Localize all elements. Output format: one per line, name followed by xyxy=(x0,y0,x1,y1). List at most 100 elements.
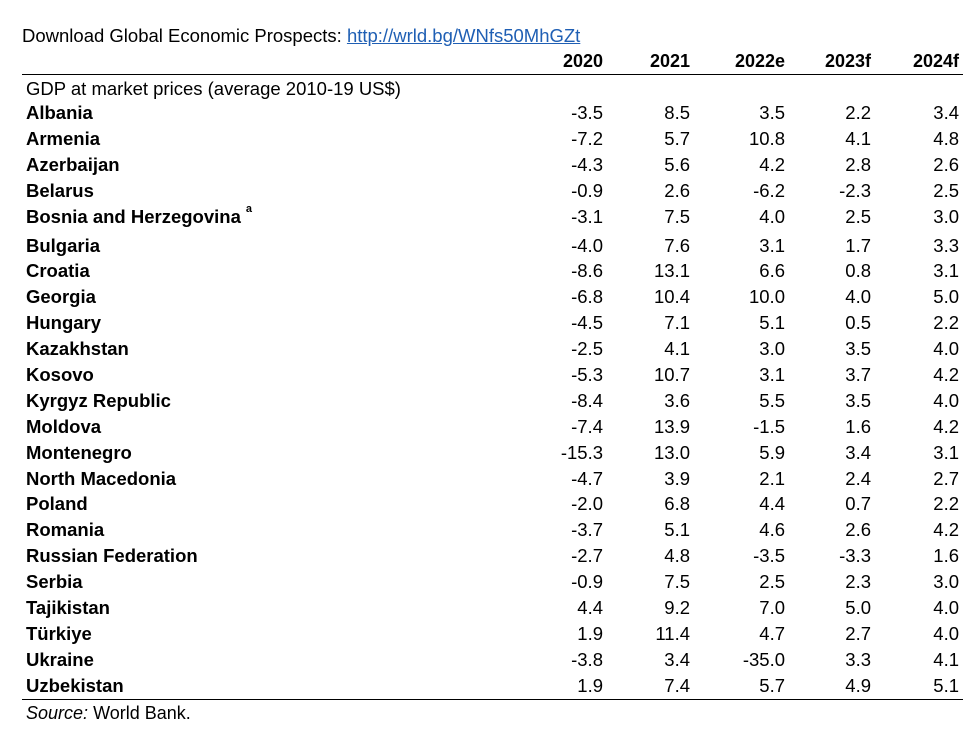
country-name: Poland xyxy=(26,493,88,515)
value-cell-2020: -0.9 xyxy=(571,179,603,201)
value-cell-2024f: 2.2 xyxy=(933,312,959,334)
value-cell-2021: 6.8 xyxy=(664,493,690,515)
year-header-2020: 2020 xyxy=(562,51,603,71)
country-name: Romania xyxy=(26,519,104,541)
country-name: Moldova xyxy=(26,416,101,438)
value-cell-2021: 5.6 xyxy=(664,153,690,175)
country-label: Uzbekistan xyxy=(26,674,124,696)
table-row: Poland -2.0 6.8 4.4 0.7 2.2 xyxy=(22,493,963,519)
value-cell-2021: 2.6 xyxy=(664,179,690,201)
value-cell-2020: -5.3 xyxy=(571,364,603,386)
country-label: Armenia xyxy=(26,127,101,149)
table-row: Azerbaijan -4.3 5.6 4.2 2.8 2.6 xyxy=(22,154,963,180)
value-cell-2020: -3.5 xyxy=(571,102,603,123)
country-label: Ukraine xyxy=(26,648,94,670)
country-label: Georgia xyxy=(26,286,96,308)
value-cell-2020: -15.3 xyxy=(560,441,603,463)
country-name: Türkiye xyxy=(26,623,92,645)
value-cell-2021: 4.8 xyxy=(664,545,690,567)
value-cell-2022e: 2.5 xyxy=(759,571,785,593)
year-header-2022e: 2022e xyxy=(734,51,785,71)
value-cell-2022e: 4.0 xyxy=(759,205,785,227)
value-cell-2023f: -2.3 xyxy=(839,179,871,201)
value-cell-2021: 3.4 xyxy=(664,648,690,670)
value-cell-2021: 7.5 xyxy=(664,571,690,593)
year-header-row: 2020 2021 2022e 2023f 2024f xyxy=(22,51,963,73)
value-cell-2023f: 4.9 xyxy=(845,674,871,696)
value-cell-2023f: 3.4 xyxy=(845,441,871,463)
value-cell-2020: -8.4 xyxy=(571,389,603,411)
table-row: Tajikistan 4.4 9.2 7.0 5.0 4.0 xyxy=(22,597,963,623)
value-cell-2022e: 3.1 xyxy=(759,234,785,256)
year-header-2023f: 2023f xyxy=(824,51,871,71)
country-name: Armenia xyxy=(26,128,100,150)
value-cell-2022e: 5.5 xyxy=(759,389,785,411)
table-row: Kazakhstan -2.5 4.1 3.0 3.5 4.0 xyxy=(22,338,963,364)
value-cell-2021: 3.6 xyxy=(664,389,690,411)
value-cell-2022e: 5.7 xyxy=(759,674,785,696)
value-cell-2024f: 5.0 xyxy=(933,286,959,308)
value-cell-2024f: 3.1 xyxy=(933,260,959,282)
value-cell-2021: 3.9 xyxy=(664,467,690,489)
value-cell-2020: -4.0 xyxy=(571,234,603,256)
value-cell-2022e: -1.5 xyxy=(753,415,785,437)
table-row: Serbia -0.9 7.5 2.5 2.3 3.0 xyxy=(22,571,963,597)
value-cell-2023f: 2.3 xyxy=(845,571,871,593)
table-row: Albania -3.5 8.5 3.5 2.2 3.4 xyxy=(22,102,963,128)
value-cell-2023f: 2.7 xyxy=(845,622,871,644)
download-link[interactable]: http://wrld.bg/WNfs50MhGZt xyxy=(346,25,581,46)
value-cell-2024f: 3.4 xyxy=(933,102,959,123)
value-cell-2023f: 3.3 xyxy=(845,648,871,670)
country-label: Bulgaria xyxy=(26,234,101,256)
country-name: Tajikistan xyxy=(26,597,110,619)
value-cell-2024f: 4.2 xyxy=(933,364,959,386)
value-cell-2024f: 3.0 xyxy=(933,571,959,593)
value-cell-2022e: -3.5 xyxy=(753,545,785,567)
value-cell-2023f: 2.2 xyxy=(845,102,871,123)
table-row: Russian Federation -2.7 4.8 -3.5 -3.3 1.6 xyxy=(22,545,963,571)
value-cell-2022e: 3.1 xyxy=(759,364,785,386)
table-row: Hungary -4.5 7.1 5.1 0.5 2.2 xyxy=(22,312,963,338)
footnote-marker: a xyxy=(245,203,252,216)
value-cell-2024f: 4.0 xyxy=(933,338,959,360)
value-cell-2022e: 6.6 xyxy=(759,260,785,282)
value-cell-2020: -0.9 xyxy=(571,571,603,593)
value-cell-2022e: 3.0 xyxy=(759,338,785,360)
country-name: Russian Federation xyxy=(26,545,198,567)
value-cell-2021: 13.1 xyxy=(653,260,690,282)
table-row: Croatia -8.6 13.1 6.6 0.8 3.1 xyxy=(22,260,963,286)
value-cell-2021: 8.5 xyxy=(664,102,690,123)
country-name: Belarus xyxy=(26,180,94,202)
value-cell-2023f: 4.1 xyxy=(845,127,871,149)
country-name: Kosovo xyxy=(26,364,94,386)
value-cell-2024f: 5.1 xyxy=(933,674,959,696)
value-cell-2023f: 2.4 xyxy=(845,467,871,489)
country-name: Kazakhstan xyxy=(26,338,129,360)
table-row: Armenia -7.2 5.7 10.8 4.1 4.8 xyxy=(22,128,963,154)
value-cell-2022e: -6.2 xyxy=(753,179,785,201)
country-label: Moldova xyxy=(26,415,102,437)
value-cell-2021: 5.7 xyxy=(664,127,690,149)
country-label: Tajikistan xyxy=(26,597,110,619)
country-label: Croatia xyxy=(26,260,90,282)
value-cell-2024f: 3.0 xyxy=(933,205,959,227)
value-cell-2024f: 4.2 xyxy=(933,415,959,437)
value-cell-2021: 7.5 xyxy=(664,205,690,227)
value-cell-2024f: 4.0 xyxy=(933,622,959,644)
value-cell-2023f: 0.8 xyxy=(845,260,871,282)
value-cell-2024f: 4.2 xyxy=(933,519,959,541)
country-label: Romania xyxy=(26,519,105,541)
value-cell-2024f: 2.6 xyxy=(933,153,959,175)
value-cell-2020: -8.6 xyxy=(571,260,603,282)
country-label: Hungary xyxy=(26,312,102,334)
value-cell-2021: 11.4 xyxy=(655,622,690,644)
value-cell-2022e: 4.7 xyxy=(759,622,785,644)
country-name: Uzbekistan xyxy=(26,675,124,697)
country-name: Croatia xyxy=(26,260,90,282)
value-cell-2024f: 4.0 xyxy=(933,597,959,619)
table-row: Uzbekistan 1.9 7.4 5.7 4.9 5.1 xyxy=(22,675,963,701)
year-header-2024f: 2024f xyxy=(912,51,959,71)
value-cell-2024f: 2.7 xyxy=(933,467,959,489)
source-label: Source: xyxy=(26,703,89,723)
source-note: Source: World Bank. xyxy=(26,703,191,724)
